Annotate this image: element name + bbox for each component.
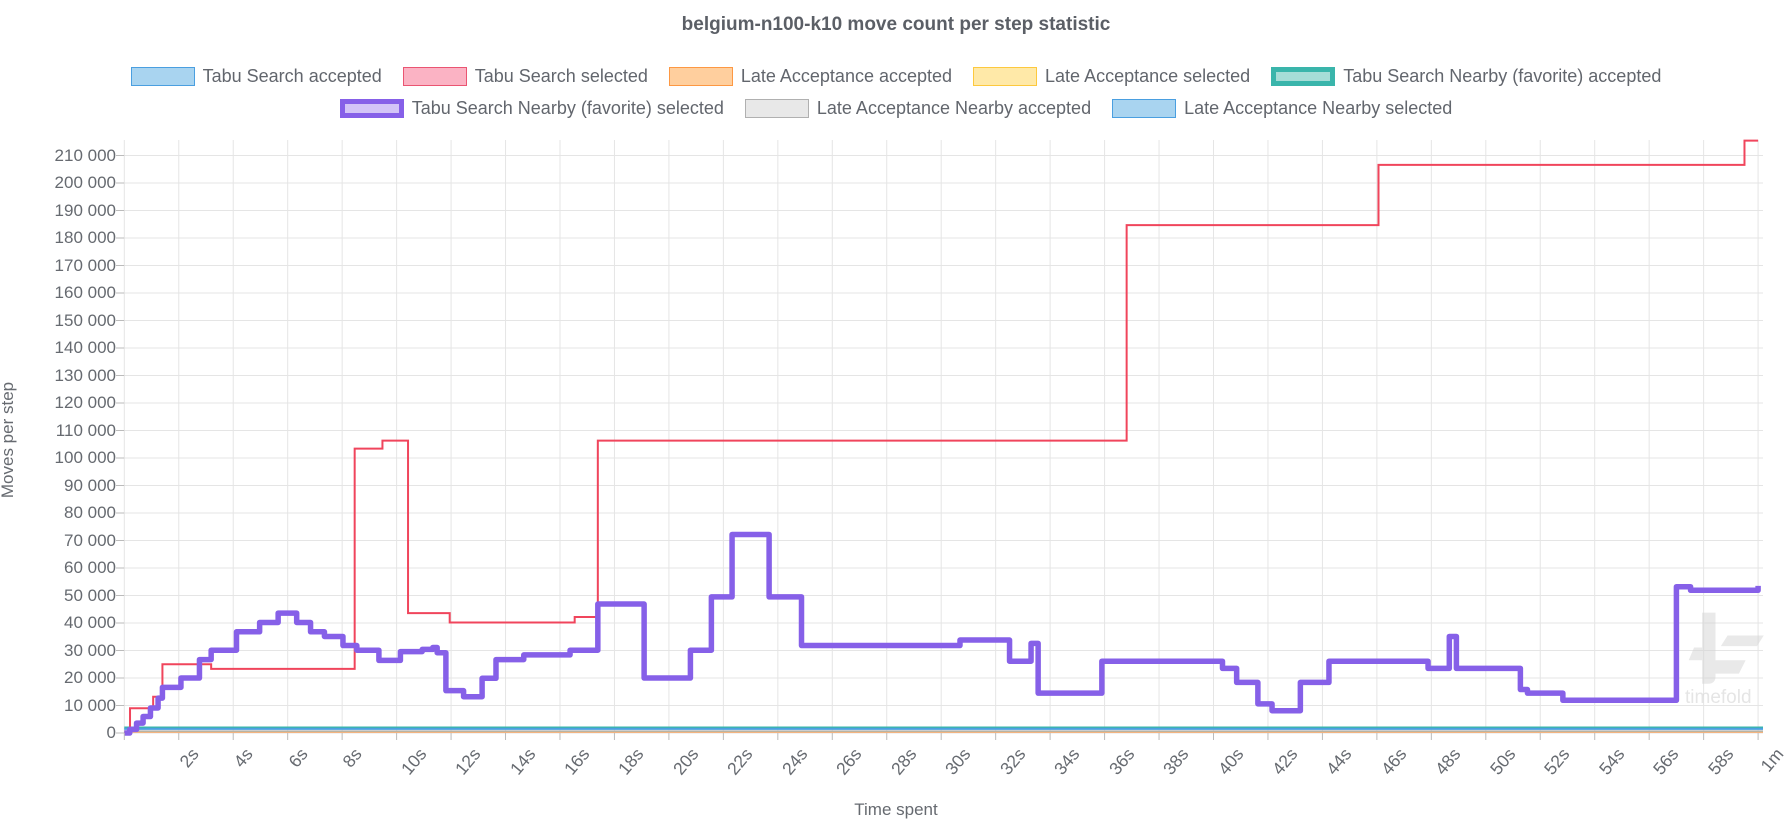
svg-text:timefold: timefold: [1685, 687, 1752, 708]
